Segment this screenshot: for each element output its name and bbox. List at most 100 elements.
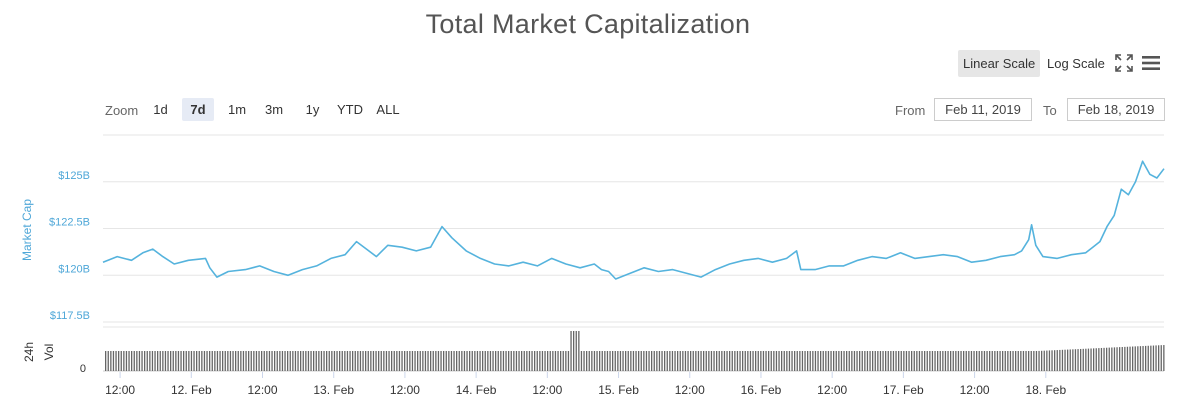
volume-bar bbox=[1085, 348, 1087, 371]
volume-bar bbox=[1082, 348, 1084, 371]
volume-bar bbox=[471, 351, 473, 371]
volume-bar bbox=[123, 351, 125, 371]
volume-bar bbox=[892, 351, 895, 371]
x-tick-label: 13. Feb bbox=[313, 383, 354, 397]
zoom-1d-button[interactable]: 1d bbox=[153, 102, 168, 117]
x-tick-label: 12:00 bbox=[817, 383, 847, 397]
volume-bar bbox=[1087, 348, 1090, 371]
volume-bar bbox=[916, 351, 918, 371]
volume-bar bbox=[487, 351, 489, 371]
volume-bar bbox=[872, 351, 874, 371]
volume-bar bbox=[1048, 350, 1051, 371]
volume-bar bbox=[240, 351, 242, 371]
volume-bar bbox=[1061, 349, 1064, 371]
volume-bar bbox=[105, 351, 107, 371]
volume-bar bbox=[253, 351, 255, 371]
volume-bar bbox=[843, 351, 845, 371]
volume-bar bbox=[710, 351, 713, 371]
volume-bar bbox=[359, 351, 362, 371]
volume-bar bbox=[822, 351, 824, 371]
volume-bar bbox=[1158, 345, 1160, 371]
volume-bar bbox=[747, 351, 749, 371]
to-date-input[interactable] bbox=[1067, 98, 1165, 121]
volume-bar bbox=[578, 331, 580, 371]
volume-bar bbox=[651, 351, 653, 371]
volume-bar bbox=[1095, 348, 1097, 371]
volume-bar bbox=[770, 351, 772, 371]
volume-bar bbox=[1017, 351, 1019, 371]
volume-bar bbox=[549, 351, 551, 371]
volume-bar bbox=[1015, 351, 1017, 371]
volume-bar bbox=[965, 351, 967, 371]
volume-bar bbox=[1119, 347, 1121, 371]
volume-axis-title-line1: 24h bbox=[22, 342, 36, 362]
zoom-1m-button[interactable]: 1m bbox=[227, 102, 247, 117]
volume-bar bbox=[419, 351, 421, 371]
volume-bar bbox=[968, 351, 970, 371]
volume-bar bbox=[1077, 349, 1079, 371]
volume-bar bbox=[981, 351, 983, 371]
volume-bar bbox=[313, 351, 315, 371]
from-date-input[interactable] bbox=[934, 98, 1032, 121]
volume-bar bbox=[978, 351, 980, 371]
volume-bar bbox=[703, 351, 705, 371]
volume-bar bbox=[796, 351, 798, 371]
volume-bar bbox=[547, 351, 549, 371]
volume-bar bbox=[573, 331, 575, 371]
volume-bar bbox=[510, 351, 512, 371]
volume-bar bbox=[937, 351, 939, 371]
volume-bar bbox=[232, 351, 234, 371]
volume-bar bbox=[209, 351, 211, 371]
volume-bar bbox=[336, 351, 338, 371]
zoom-all-button[interactable]: ALL bbox=[376, 102, 400, 117]
volume-bar bbox=[206, 351, 208, 371]
volume-bar bbox=[513, 351, 515, 371]
volume-bar bbox=[201, 351, 203, 371]
zoom-1y-button[interactable]: 1y bbox=[305, 102, 320, 117]
volume-bar bbox=[378, 351, 380, 371]
volume-bar bbox=[833, 351, 835, 371]
volume-bar bbox=[994, 351, 996, 371]
volume-bar bbox=[1145, 345, 1147, 371]
volume-bar bbox=[817, 351, 819, 371]
volume-bar bbox=[1025, 351, 1027, 371]
volume-bar bbox=[515, 351, 518, 371]
zoom-ytd-button[interactable]: YTD bbox=[337, 102, 363, 117]
volume-bar bbox=[991, 351, 993, 371]
volume-bar bbox=[1152, 345, 1155, 371]
y-tick-label: $122.5B bbox=[49, 217, 90, 229]
volume-bar bbox=[1163, 345, 1165, 371]
volume-bar bbox=[196, 351, 198, 371]
volume-bar bbox=[1100, 347, 1103, 371]
volume-bar bbox=[456, 351, 458, 371]
hamburger-menu-icon[interactable] bbox=[1141, 54, 1161, 72]
volume-bar bbox=[911, 351, 913, 371]
volume-bar bbox=[453, 351, 455, 371]
zoom-3m-button[interactable]: 3m bbox=[264, 102, 284, 117]
volume-bar bbox=[484, 351, 486, 371]
log-scale-button[interactable]: Log Scale bbox=[1047, 56, 1105, 71]
volume-bar bbox=[586, 351, 588, 371]
fullscreen-icon[interactable] bbox=[1115, 54, 1133, 72]
x-tick-label: 18. Feb bbox=[1025, 383, 1066, 397]
volume-bar bbox=[674, 351, 676, 371]
volume-bar bbox=[263, 351, 265, 371]
volume-bar bbox=[1113, 347, 1116, 371]
volume-bar bbox=[942, 351, 944, 371]
linear-scale-button[interactable]: Linear Scale bbox=[958, 50, 1041, 77]
volume-bar bbox=[502, 351, 505, 371]
volume-bar bbox=[692, 351, 694, 371]
volume-bar bbox=[349, 351, 351, 371]
volume-bar bbox=[1072, 349, 1074, 371]
volume-bar bbox=[536, 351, 538, 371]
volume-bar bbox=[575, 331, 577, 371]
volume-bar bbox=[508, 351, 510, 371]
zoom-7d-button[interactable]: 7d bbox=[182, 98, 214, 121]
volume-bar bbox=[1111, 347, 1113, 371]
x-tick-label: 12. Feb bbox=[171, 383, 212, 397]
volume-bar bbox=[768, 351, 770, 371]
volume-bar bbox=[497, 351, 499, 371]
volume-bar bbox=[518, 351, 520, 371]
volume-bar bbox=[885, 351, 887, 371]
volume-bar bbox=[242, 351, 245, 371]
